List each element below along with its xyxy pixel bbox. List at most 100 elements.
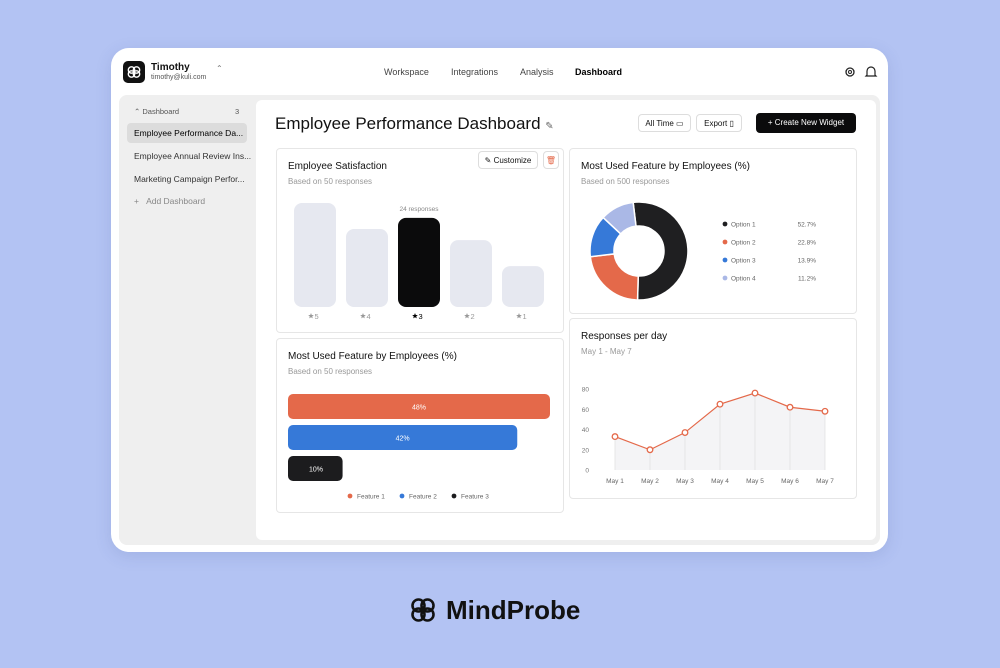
legend-label: Feature 2: [409, 494, 437, 501]
line-marker: [786, 403, 794, 411]
x-tick-label: 3: [419, 312, 423, 321]
add-dashboard-label: Add Dashboard: [146, 196, 206, 206]
customize-label: Customize: [493, 156, 532, 165]
customize-button[interactable]: ✎ Customize: [478, 151, 538, 169]
sidebar-item[interactable]: Employee Annual Review Ins...: [134, 151, 252, 161]
x-tick-label: May 6: [781, 478, 799, 485]
pie-slice: [602, 201, 637, 236]
nav-item[interactable]: Analysis: [520, 67, 554, 77]
widget-title: Most Used Feature by Employees (%): [581, 161, 750, 172]
legend-swatch: [347, 493, 353, 499]
star-icon: [360, 313, 366, 319]
user-email: timothy@kuli.com: [151, 74, 207, 81]
avatar: [123, 61, 145, 83]
bar: [288, 456, 343, 481]
nav-item[interactable]: Dashboard: [575, 67, 623, 77]
legend-label: Option 3: [731, 258, 756, 265]
widget-title: Employee Satisfaction: [288, 161, 387, 172]
x-tick-label: May 3: [676, 478, 694, 485]
x-tick-label: 4: [367, 312, 371, 321]
filter-button[interactable]: All Time ▭: [638, 114, 691, 132]
avatar-icon: [127, 66, 141, 78]
legend-swatch: [722, 239, 728, 245]
account-switch[interactable]: ⌃: [216, 64, 223, 73]
legend-label: Feature 1: [357, 494, 385, 501]
delete-button[interactable]: 🗑: [543, 151, 559, 169]
legend-swatch: [399, 493, 405, 499]
sidebar-section-label: Dashboard: [142, 107, 180, 116]
x-tick-label: 1: [523, 312, 527, 321]
legend-label: Feature 3: [461, 494, 489, 501]
line-marker: [751, 389, 759, 397]
legend-label: Option 1: [731, 222, 756, 229]
widget-title: Responses per day: [581, 331, 668, 342]
y-tick-label: 0: [585, 468, 589, 475]
legend-swatch: [451, 493, 457, 499]
bar: [450, 240, 492, 307]
x-tick-label: May 7: [816, 478, 834, 485]
filter-label: All Time: [645, 119, 674, 128]
x-tick-label: 2: [471, 312, 475, 321]
legend-value: 52.7%: [798, 222, 817, 229]
sidebar-item[interactable]: Employee Performance Da...: [127, 123, 247, 143]
widget-subtitle: Based on 50 responses: [288, 367, 373, 376]
brand-logo: [411, 598, 435, 622]
legend-label: Option 4: [731, 276, 756, 283]
line-marker: [821, 407, 829, 415]
create-widget-button[interactable]: + Create New Widget: [756, 113, 856, 133]
legend-value: 22.8%: [798, 240, 817, 247]
line-marker: [716, 400, 724, 408]
line-marker: [681, 429, 689, 436]
nav-item[interactable]: Integrations: [451, 67, 499, 77]
user-name: Timothy: [151, 62, 190, 73]
star-icon: [464, 313, 470, 319]
create-widget-label: Create New Widget: [774, 118, 845, 127]
legend-swatch: [722, 257, 728, 263]
x-tick-label: 5: [315, 312, 319, 321]
bar: [288, 425, 518, 450]
line-marker: [646, 446, 654, 454]
legend-swatch: [722, 275, 728, 281]
value-label: 10%: [309, 467, 323, 474]
dashboard-title-text: Employee Performance Dashboard: [275, 114, 541, 133]
sidebar-item[interactable]: Marketing Campaign Perfor...: [134, 174, 245, 184]
star-icon: [516, 313, 522, 319]
legend-label: Option 2: [731, 240, 756, 247]
export-label: Export: [704, 119, 728, 128]
pie-slice: [632, 201, 689, 301]
value-label: 48%: [412, 405, 426, 412]
value-label: 24 responses: [399, 206, 439, 213]
brand-name: MindProbe: [446, 595, 581, 625]
widget-subtitle: Based on 50 responses: [288, 177, 373, 186]
star-icon: [308, 313, 314, 319]
bar: [288, 394, 550, 419]
widget-title: Most Used Feature by Employees (%): [288, 351, 457, 362]
y-tick-label: 20: [582, 447, 590, 454]
y-tick-label: 40: [582, 427, 590, 434]
x-tick-label: May 1: [606, 478, 624, 485]
sidebar-count: 3: [235, 107, 240, 116]
x-tick-label: May 2: [641, 478, 659, 485]
toolbar-icons[interactable]: [843, 65, 879, 79]
y-tick-label: 60: [582, 407, 590, 414]
line-marker: [611, 433, 619, 441]
dashboard-title: Employee Performance Dashboard ✎: [275, 114, 554, 133]
export-button[interactable]: Export ▯: [696, 114, 742, 132]
x-tick-label: May 4: [711, 478, 729, 485]
widget-subtitle: May 1 - May 7: [581, 347, 632, 356]
bar: [346, 229, 388, 307]
widget-subtitle: Based on 500 responses: [581, 177, 670, 186]
sidebar-section[interactable]: ⌃ Dashboard: [134, 107, 180, 116]
legend-value: 13.9%: [798, 258, 817, 265]
bar: [294, 203, 336, 307]
bar: [398, 217, 440, 307]
pie-slice: [589, 253, 640, 301]
add-dashboard[interactable]: + Add Dashboard: [134, 196, 206, 206]
legend-value: 11.2%: [798, 276, 816, 283]
bar: [502, 266, 544, 307]
y-tick-label: 80: [582, 387, 590, 394]
x-tick-label: May 5: [746, 478, 764, 485]
legend-swatch: [722, 221, 728, 227]
nav-item[interactable]: Workspace: [384, 67, 429, 77]
